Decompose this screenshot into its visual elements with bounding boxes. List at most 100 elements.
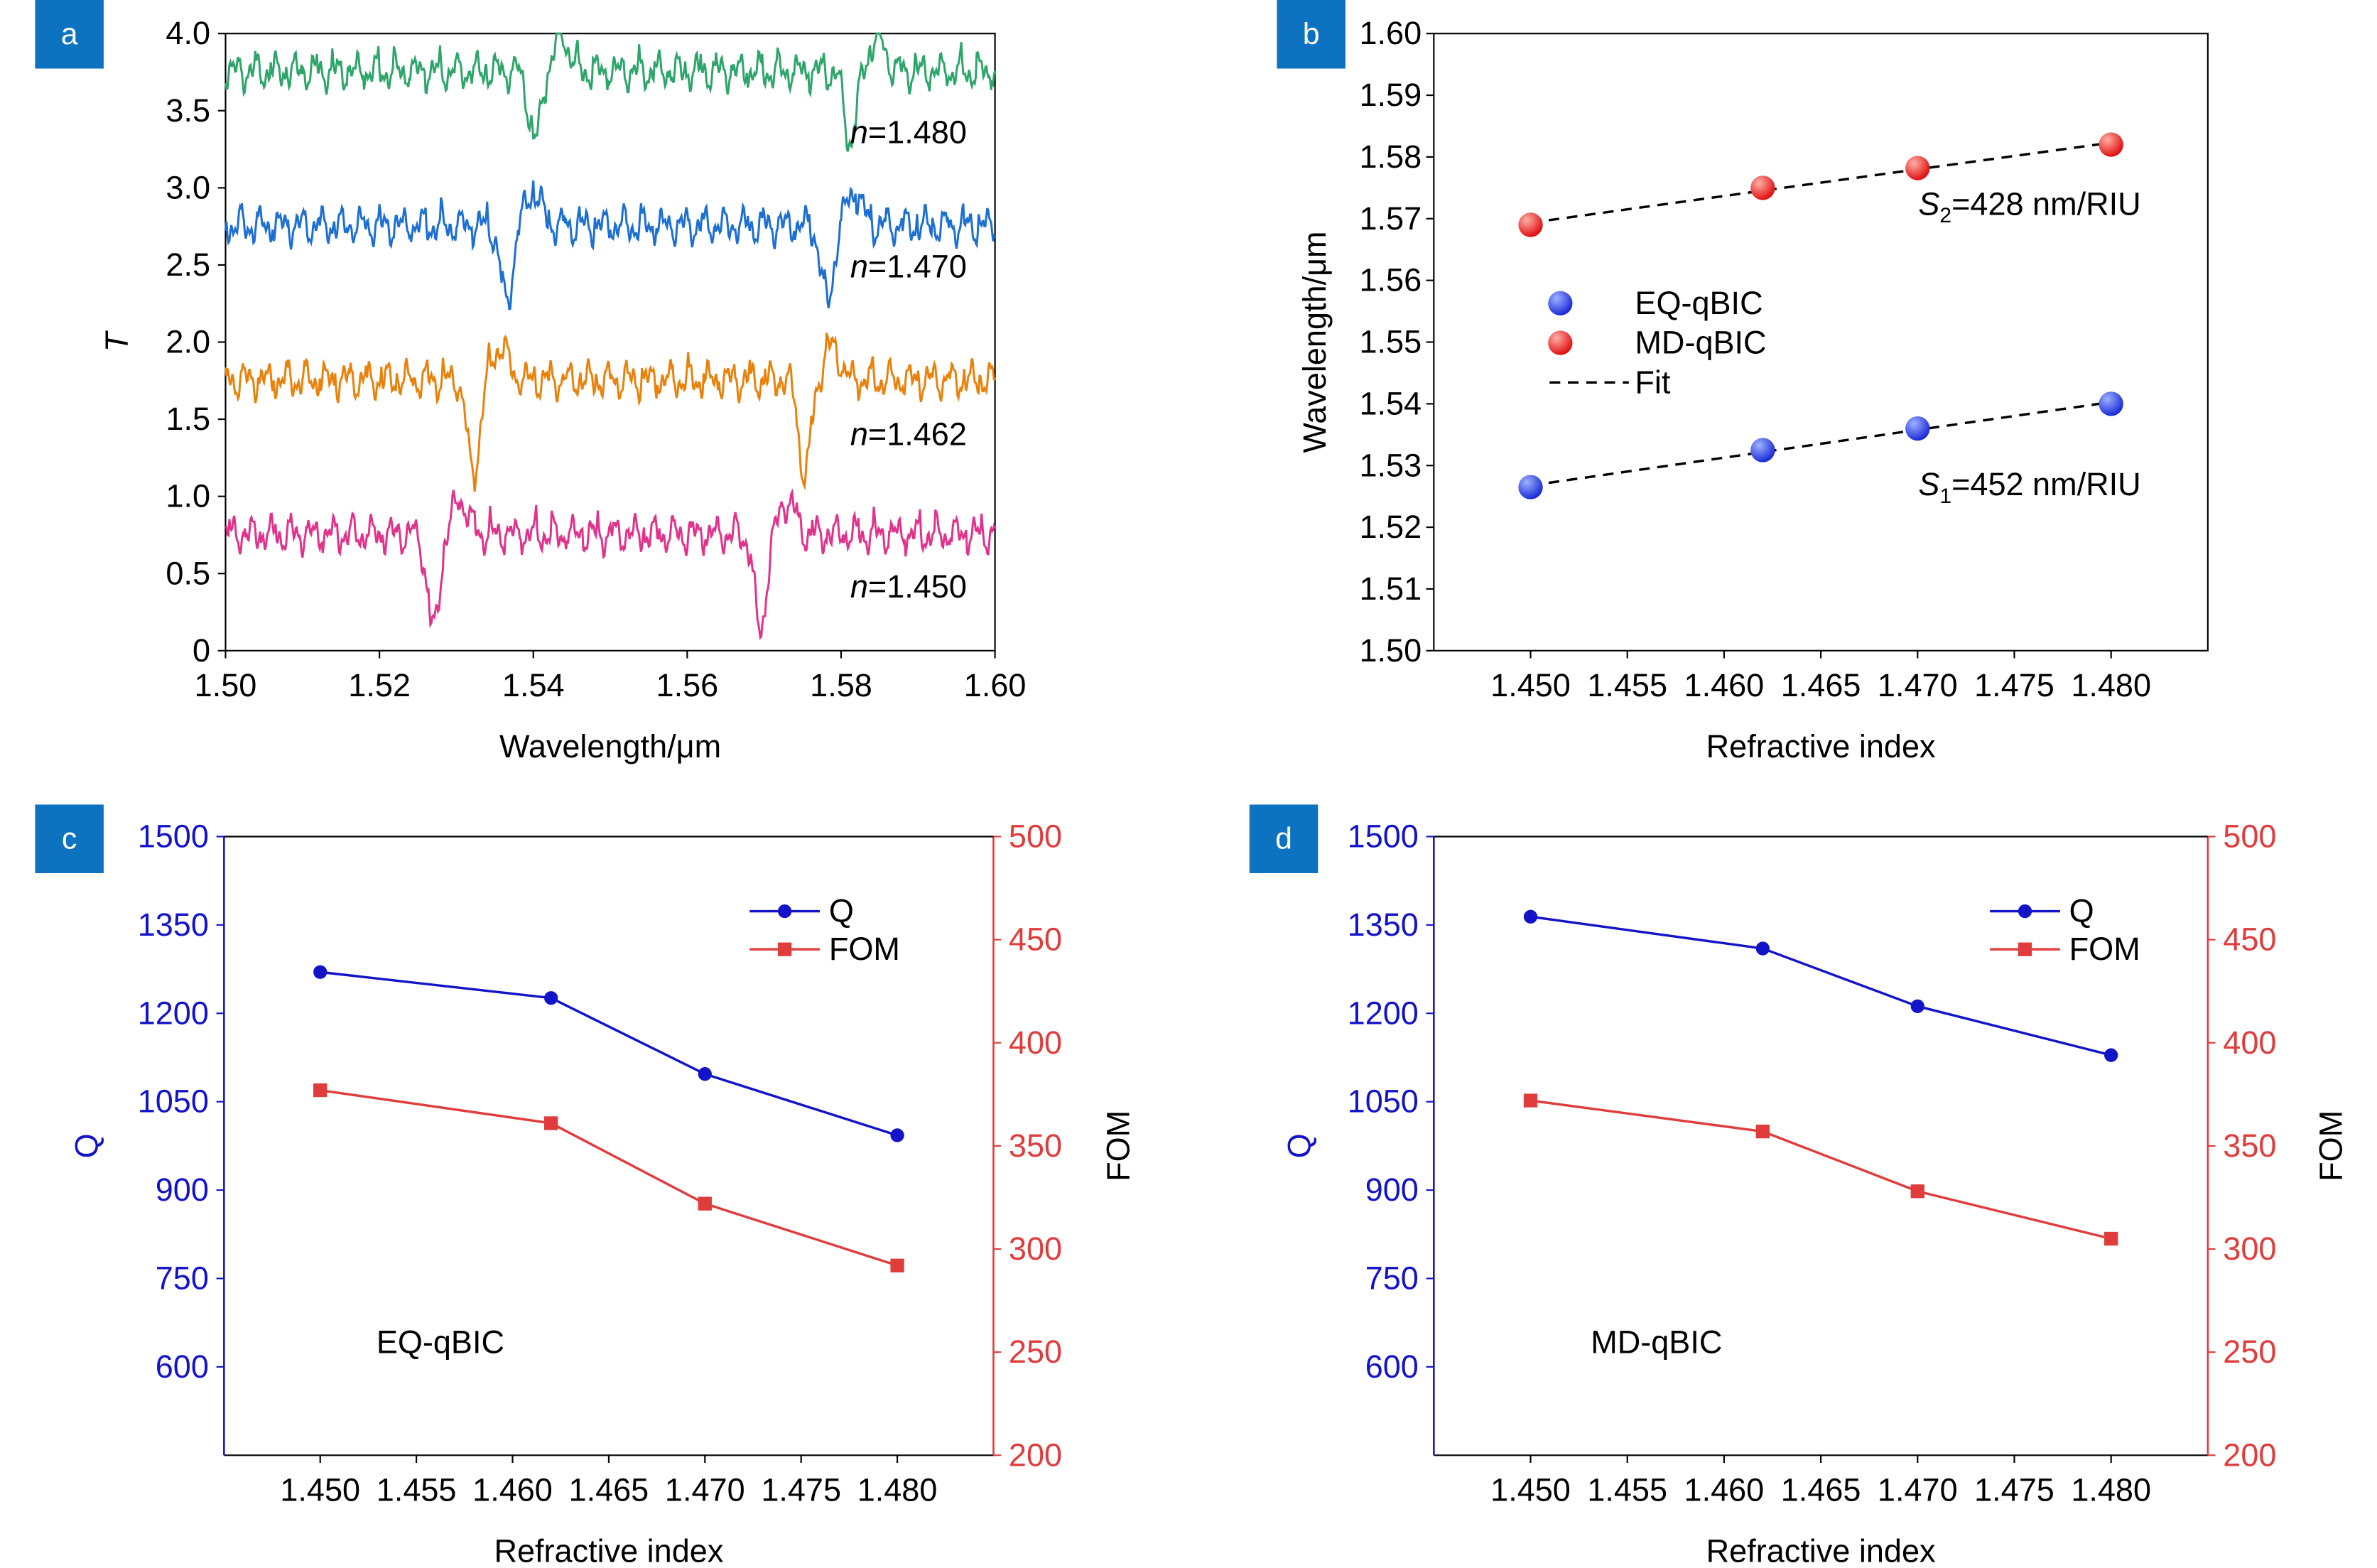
y-tick-label-right: 200 [1009,1437,1062,1473]
panel-b: 1.450 1.455 1.460 1.465 1.470 1.475 1.480 1.50 1… [1296,15,2209,764]
panel-letter: d [1275,822,1292,856]
y-tick-label: 4.0 [166,15,210,51]
y-tick-label-right: 350 [1009,1128,1062,1164]
data-point-q [2104,1048,2118,1062]
y-tick-label: 2.5 [166,247,210,283]
panel-badge [35,804,104,873]
y-tick-label-right: 500 [1009,818,1062,855]
y-tick-label: 1.53 [1359,447,1422,483]
x-tick-label: 1.460 [1684,667,1765,703]
y-tick-label-left: 750 [156,1260,209,1297]
series-label-italic: n [850,114,868,151]
y-tick-label: 1.51 [1359,571,1422,607]
data-point-fom [698,1196,712,1211]
series-line-q [1530,915,2112,1056]
panel-letter: c [62,822,77,856]
annotation-subscript: 1 [1939,485,1951,508]
x-axis-label: Refractive index [494,1532,723,1568]
data-point-q [890,1128,904,1142]
series-line-n=1.462 [224,332,997,492]
legend-marker-eq [1548,291,1573,315]
data-point-EQ-qBIC [1750,438,1775,463]
y-tick-label-right: 300 [2223,1231,2276,1267]
legend-marker-fom [2018,942,2032,956]
series-label-rest: =1.450 [868,568,967,605]
x-tick-label: 1.465 [1781,1472,1861,1508]
mode-annotation: EQ-qBIC [377,1324,504,1361]
x-tick-label: 1.455 [1587,667,1667,703]
legend-marker-md [1548,330,1573,355]
data-point-q [1755,941,1770,956]
series-label-rest: =1.462 [868,416,967,452]
y-axis-label-left: Q [1282,1133,1318,1158]
y-tick-label-right: 400 [1009,1024,1062,1061]
y-tick-label: 1.54 [1359,385,1422,421]
data-point-fom [1523,1093,1538,1108]
series-label-italic: n [850,248,868,284]
y-tick-label: 3.5 [166,92,210,129]
y-tick-label: 1.52 [1359,509,1422,545]
x-tick-label: 1.480 [2071,1472,2151,1508]
legend-marker-fom [777,942,792,956]
legend-marker-q [2018,904,2032,919]
series-label-rest: =1.480 [868,114,967,151]
data-point-fom [1755,1124,1770,1139]
y-tick-label-left: 1500 [138,818,209,855]
y-tick-label-left: 1350 [138,907,209,943]
panel-badge [35,0,104,69]
sensitivity-annotation: S1=452 nm/RIU [1918,466,2140,508]
sensitivity-annotation: S2=428 nm/RIU [1918,185,2140,227]
annotation-subscript: 2 [1939,204,1951,227]
y-tick-label-right: 250 [1009,1334,1062,1370]
data-point-MD-qBIC [2099,132,2123,157]
data-point-q [1523,909,1538,924]
x-tick-label: 1.455 [377,1472,457,1508]
series-label: n=1.470 [850,248,967,284]
series-label: n=1.462 [850,416,967,452]
x-tick-label: 1.475 [761,1472,841,1508]
x-tick-label: 1.460 [472,1472,553,1508]
annotation-symbol: S [1918,185,1939,222]
y-tick-label: 1.57 [1359,200,1422,237]
series-label: n=1.450 [850,568,967,605]
data-point-q [1910,999,1924,1013]
data-point-EQ-qBIC [1518,475,1543,499]
x-axis-label: Wavelength/μm [499,728,721,764]
x-tick-label: 1.465 [1781,667,1861,703]
y-tick-label: 1.55 [1359,324,1422,360]
data-point-MD-qBIC [1518,212,1543,237]
x-axis-label: Refractive index [1706,728,1936,764]
y-tick-label-right: 250 [2223,1334,2276,1370]
x-tick-label: 1.455 [1587,1472,1667,1508]
data-point-MD-qBIC [1905,156,1930,180]
panel-a: 1.50 1.52 1.54 1.56 1.58 1.60 0 0.5 1.0 1.5 2.0 2.5… [99,15,1026,764]
y-tick-label-left: 1050 [1348,1083,1419,1120]
y-tick-label: 1.58 [1359,139,1422,175]
y-tick-label-right: 400 [2223,1024,2276,1061]
x-tick-label: 1.56 [656,667,719,703]
x-tick-label: 1.470 [665,1472,745,1508]
series-line-n=1.470 [224,180,996,310]
y-tick-label-right: 300 [1009,1231,1062,1267]
legend-label-fit: Fit [1635,364,1671,400]
y-tick-label-left: 900 [156,1172,209,1208]
data-point-fom [890,1258,904,1272]
series-label-rest: =1.470 [868,248,967,284]
y-tick-label-right: 200 [2223,1437,2276,1473]
data-point-EQ-qBIC [1905,416,1930,441]
y-tick-label: 0 [193,632,210,669]
y-tick-label-left: 600 [1365,1348,1419,1385]
series-line-fom [320,1088,898,1267]
x-tick-label: 1.60 [964,667,1027,703]
y-tick-label: 1.56 [1359,262,1422,298]
y-tick-label: 3.0 [166,169,210,205]
y-tick-label-left: 750 [1365,1260,1419,1297]
legend-label-md: MD-qBIC [1635,325,1766,361]
y-tick-label-right: 350 [2223,1128,2276,1164]
legend-label-fom: FOM [2069,931,2140,967]
legend-label-q: Q [2069,893,2094,929]
y-tick-label-left: 1500 [1348,818,1419,855]
x-tick-label: 1.470 [1878,1472,1958,1508]
x-tick-label: 1.450 [1490,667,1571,703]
